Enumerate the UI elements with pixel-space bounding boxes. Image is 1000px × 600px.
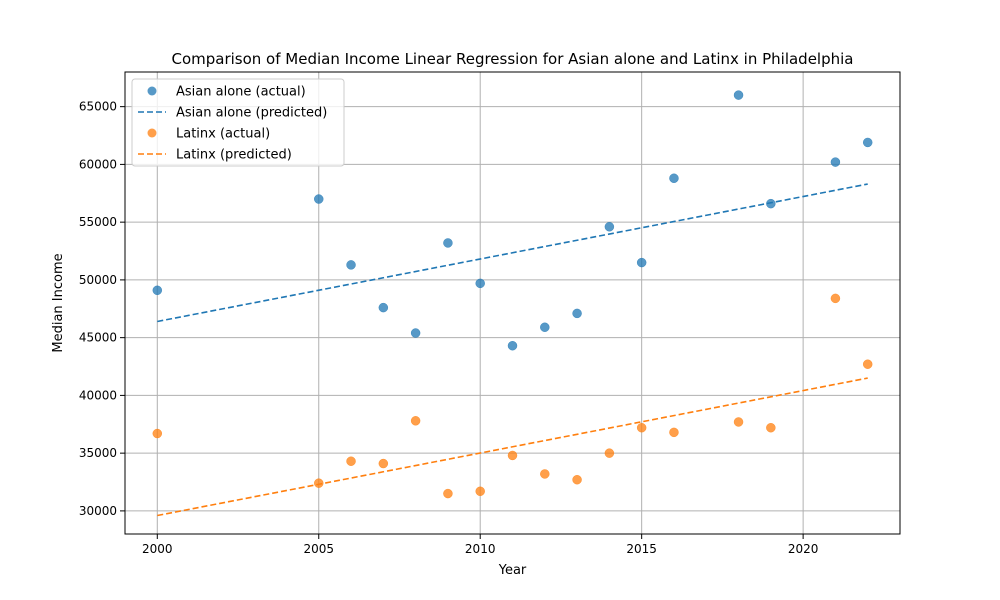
y-tick-label: 55000: [79, 215, 117, 229]
legend-item: Latinx (predicted): [138, 148, 292, 163]
data-point: [604, 222, 615, 232]
data-point: [378, 302, 389, 313]
y-axis-label: Median Income: [51, 253, 66, 352]
y-tick-label: 60000: [79, 157, 117, 171]
series-3: [157, 377, 868, 517]
data-point: [152, 428, 163, 439]
data-point: [475, 486, 485, 497]
legend-label: Latinx (predicted): [176, 148, 292, 163]
data-point: [443, 238, 453, 248]
legend: Asian alone (actual) Asian alone (predict…: [131, 78, 345, 167]
data-point: [766, 422, 776, 433]
data-point: [443, 488, 453, 499]
data-point: [830, 293, 841, 304]
data-point: [507, 450, 518, 461]
x-tick-label: 2020: [788, 542, 819, 556]
data-point: [830, 157, 841, 167]
x-axis: 2000 2005 2010 2015 2020: [142, 534, 818, 556]
regression-line: [157, 183, 868, 323]
data-point: [572, 308, 582, 319]
data-point: [475, 278, 485, 289]
legend-label: Asian alone (predicted): [176, 106, 327, 121]
data-point: [410, 416, 421, 426]
series-2: [152, 293, 873, 499]
data-point: [507, 340, 518, 351]
y-tick-label: 65000: [79, 100, 117, 114]
legend-dot-marker: [147, 128, 157, 138]
series-1: [157, 183, 868, 323]
data-point: [378, 458, 389, 469]
regression-line: [157, 377, 868, 517]
legend-item: Latinx (actual): [147, 127, 270, 142]
grid-lines: [125, 72, 900, 534]
data-point: [410, 328, 421, 338]
data-point: [733, 417, 744, 427]
x-axis-label: Year: [498, 563, 527, 578]
data-point: [540, 322, 550, 333]
data-point: [669, 173, 679, 184]
legend-dot-marker: [147, 86, 157, 96]
data-point: [733, 90, 744, 100]
data-point: [572, 474, 582, 485]
data-point: [669, 427, 679, 438]
data-point: [604, 448, 615, 458]
y-tick-label: 30000: [79, 504, 117, 518]
data-point: [152, 285, 163, 296]
data-point: [766, 198, 776, 209]
legend-box: [131, 78, 345, 167]
data-point: [346, 456, 356, 466]
legend-item: Asian alone (actual): [147, 85, 306, 100]
data-point: [636, 422, 647, 433]
data-point: [540, 469, 550, 479]
data-point: [862, 137, 873, 148]
y-tick-label: 50000: [79, 273, 117, 287]
data-point: [636, 257, 647, 268]
y-tick-label: 35000: [79, 446, 117, 460]
legend-item: Asian alone (predicted): [138, 106, 327, 121]
y-axis: 30000 35000 40000 45000 50000 55000 60000 65000: [79, 100, 125, 518]
data-point: [346, 260, 356, 270]
x-tick-label: 2005: [303, 542, 334, 556]
data-point: [862, 359, 873, 369]
x-tick-label: 2000: [142, 542, 173, 556]
y-tick-label: 40000: [79, 388, 117, 402]
legend-label: Asian alone (actual): [176, 85, 306, 100]
chart-title: Comparison of Median Income Linear Regre…: [171, 50, 853, 68]
legend-label: Latinx (actual): [176, 127, 270, 142]
data-point: [314, 194, 324, 204]
series-0: [152, 90, 873, 351]
x-tick-label: 2015: [626, 542, 657, 556]
y-tick-label: 45000: [79, 331, 117, 345]
x-tick-label: 2010: [465, 542, 496, 556]
series-layer: [152, 90, 873, 517]
plot-frame: [124, 71, 901, 535]
